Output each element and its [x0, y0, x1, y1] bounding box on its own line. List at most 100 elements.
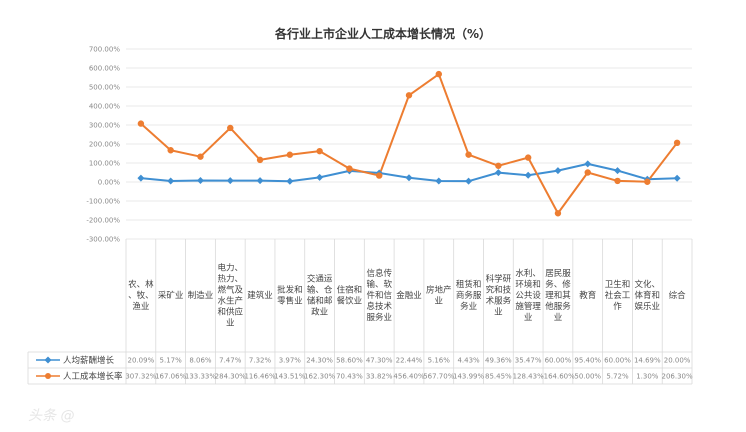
category-label-line: 输、仓	[307, 285, 333, 296]
table-value-cell: 7.32%	[249, 357, 272, 365]
category-label-line: 文化、	[635, 279, 661, 290]
category-label: 金融业	[396, 290, 422, 301]
category-label: 采矿业	[158, 290, 184, 301]
category-label-line: 金融业	[396, 290, 422, 301]
category-label-line: 和供应	[218, 307, 244, 318]
category-label-line: 业	[524, 312, 533, 323]
data-point	[167, 147, 174, 154]
y-tick-label: 400.00%	[89, 103, 120, 111]
table-value-cell: 70.43%	[336, 373, 363, 381]
table-value-cell: 456.40%	[393, 373, 424, 381]
table-value-cell: 60.00%	[545, 357, 572, 365]
table-value-cell: 5.72%	[606, 373, 629, 381]
category-label-line: 环境和	[515, 279, 541, 290]
category-label-line: 交通运	[307, 274, 333, 285]
category-label-line: 餐饮业	[337, 296, 363, 307]
category-label: 农、林、牧、渔业	[128, 279, 154, 312]
table-value-cell: 95.40%	[574, 357, 601, 365]
category-label-line: 、牧、	[128, 290, 154, 301]
category-label-line: 术服务	[486, 296, 512, 307]
y-axis-tick-labels: 700.00% 600.00% 500.00% 400.00% 300.00% 200.0…	[86, 46, 120, 244]
table-value-cell: 206.30%	[662, 373, 693, 381]
category-label-line: 租赁和	[456, 279, 482, 290]
category-label: 电力、热力、燃气及水生产和供应业	[218, 263, 244, 329]
legend-marker	[45, 373, 51, 379]
data-point	[465, 177, 473, 185]
data-point	[673, 139, 681, 147]
category-label: 科学研究和技术服务业	[486, 274, 512, 318]
data-point	[405, 92, 413, 99]
data-point	[614, 167, 622, 175]
category-label-line: 社会工	[605, 290, 631, 301]
table-value-cell: 50.00%	[574, 373, 601, 381]
data-point	[584, 169, 591, 176]
legend-marker	[44, 356, 52, 364]
table-value-cell: 133.33%	[185, 373, 216, 381]
chart-title: 各行业上市企业人工成本增长情况（%）	[274, 26, 491, 41]
table-value-cell: 4.43%	[457, 357, 480, 365]
category-label-line: 业	[435, 296, 444, 307]
category-label: 建筑业	[247, 290, 273, 301]
table-value-cell: 20.00%	[664, 357, 691, 365]
data-point	[137, 174, 145, 182]
category-label: 教育	[579, 290, 596, 301]
category-label-line: 务业	[460, 301, 477, 312]
table-value-cell: 1.30%	[636, 373, 659, 381]
table-value-cell: 307.32%	[125, 373, 156, 381]
data-point	[286, 177, 294, 185]
category-label: 租赁和商务服务业	[456, 279, 482, 312]
category-label-line: 信息传	[366, 268, 392, 279]
y-tick-label: -200.00%	[86, 217, 120, 225]
table-value-cell: 35.47%	[515, 357, 542, 365]
data-point	[376, 172, 383, 179]
category-label-line: 理和其	[545, 291, 571, 301]
y-tick-label: 700.00%	[89, 46, 120, 54]
data-point	[495, 162, 502, 169]
grid-lines	[126, 48, 692, 240]
category-label-line: 究和技	[486, 285, 512, 296]
data-point	[316, 147, 323, 155]
data-point	[405, 174, 413, 182]
table-value-cell: 58.60%	[336, 357, 363, 365]
table-value-cell: 24.30%	[306, 357, 333, 365]
table-value-cell: 162.30%	[304, 373, 335, 381]
category-label-line: 务、修	[545, 279, 571, 290]
category-label-line: 住宿和	[337, 285, 363, 296]
data-point	[554, 210, 562, 217]
category-label-line: 制造业	[188, 290, 214, 301]
y-tick-label: -300.00%	[86, 236, 120, 244]
watermark-text: 头条 @	[28, 408, 74, 424]
table-value-cell: 5.17%	[160, 357, 183, 365]
table-value-cell: 22.44%	[396, 357, 423, 365]
table-value-cell: 284.30%	[215, 373, 246, 381]
y-tick-label: 0.00%	[98, 179, 121, 187]
category-label-line: 业	[554, 312, 563, 323]
series-markers	[137, 70, 681, 217]
table-value-cell: 116.46%	[244, 373, 275, 381]
data-point	[256, 156, 264, 164]
data-point	[197, 153, 204, 160]
data-point	[584, 160, 592, 168]
category-label-line: 建筑业	[247, 290, 273, 301]
category-label: 房地产业	[426, 285, 452, 307]
y-tick-label: 500.00%	[89, 84, 120, 92]
category-label-line: 服务业	[366, 312, 392, 323]
data-point	[494, 169, 502, 177]
table-value-cell: 167.06%	[155, 373, 186, 381]
category-label-line: 公共设	[515, 290, 541, 301]
category-label-line: 息技术	[366, 301, 392, 312]
category-label-line: 商务服	[456, 290, 482, 301]
table-value-cell: 85.45%	[485, 373, 512, 381]
data-point	[435, 177, 443, 185]
data-point	[524, 171, 532, 179]
data-point	[227, 124, 234, 132]
category-label-line: 房地产	[426, 285, 452, 296]
data-point	[554, 167, 562, 175]
category-label: 综合	[669, 290, 687, 301]
data-point	[524, 154, 532, 161]
category-label-line: 政业	[311, 307, 328, 318]
table-value-cell: 33.82%	[366, 373, 393, 381]
